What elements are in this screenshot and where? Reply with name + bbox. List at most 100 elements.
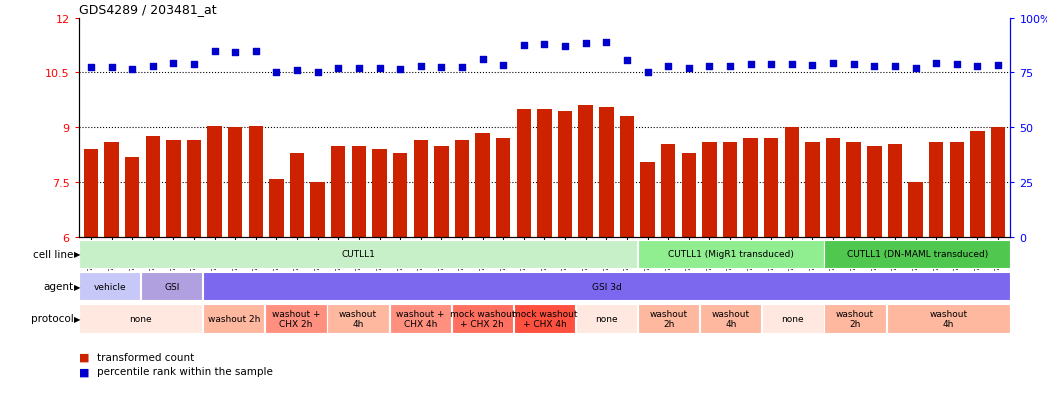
Bar	[824, 240, 1010, 268]
Point	[763, 62, 780, 68]
Text: washout
2h: washout 2h	[836, 309, 874, 328]
Bar	[328, 304, 388, 333]
Bar	[203, 304, 265, 333]
Text: ▶: ▶	[74, 282, 81, 291]
Point	[495, 63, 512, 69]
Point	[309, 69, 326, 76]
Text: vehicle: vehicle	[93, 282, 126, 291]
Text: washout
2h: washout 2h	[649, 309, 688, 328]
Text: none: none	[130, 314, 152, 323]
Point	[433, 65, 450, 71]
Point	[413, 64, 429, 70]
Point	[371, 66, 387, 73]
Point	[515, 43, 532, 49]
Bar	[846, 142, 861, 237]
Bar	[514, 304, 575, 333]
Bar	[516, 110, 531, 237]
Text: ▶: ▶	[74, 314, 81, 323]
Bar	[971, 132, 984, 237]
Point	[742, 62, 759, 69]
Point	[928, 61, 944, 67]
Bar	[599, 108, 614, 237]
Bar	[311, 183, 325, 237]
Bar	[496, 139, 511, 237]
Text: CUTLL1 (DN-MAML transduced): CUTLL1 (DN-MAML transduced)	[847, 250, 987, 259]
Bar	[950, 142, 964, 237]
Bar	[703, 142, 716, 237]
Point	[825, 61, 842, 67]
Text: washout
4h: washout 4h	[712, 309, 750, 328]
Bar	[207, 126, 222, 237]
Text: washout 2h: washout 2h	[207, 314, 260, 323]
Point	[907, 66, 923, 72]
Text: washout +
CHX 2h: washout + CHX 2h	[272, 309, 320, 328]
Bar	[125, 157, 139, 237]
Point	[83, 64, 99, 71]
Point	[660, 64, 676, 70]
Point	[949, 62, 965, 69]
Bar	[682, 154, 696, 237]
Bar	[722, 142, 737, 237]
Text: cell line: cell line	[32, 249, 73, 259]
Text: CUTLL1: CUTLL1	[341, 250, 375, 259]
Point	[701, 64, 718, 70]
Bar	[186, 141, 201, 237]
Text: GSI: GSI	[164, 282, 179, 291]
Bar	[826, 139, 841, 237]
Bar	[373, 150, 386, 237]
Bar	[700, 304, 761, 333]
Text: CUTLL1 (MigR1 transduced): CUTLL1 (MigR1 transduced)	[668, 250, 794, 259]
Bar	[824, 304, 886, 333]
Text: percentile rank within the sample: percentile rank within the sample	[97, 366, 273, 376]
Bar	[451, 304, 513, 333]
Point	[247, 48, 264, 55]
Bar	[867, 146, 882, 237]
Text: ■: ■	[79, 366, 89, 376]
Point	[351, 65, 367, 72]
Point	[577, 41, 594, 47]
Point	[104, 64, 120, 71]
Bar	[638, 240, 824, 268]
Point	[721, 64, 738, 70]
Bar	[784, 128, 799, 237]
Point	[619, 57, 636, 64]
Point	[598, 40, 615, 47]
Bar	[620, 117, 634, 237]
Bar	[888, 145, 903, 237]
Bar	[454, 141, 469, 237]
Bar	[764, 139, 778, 237]
Point	[887, 64, 904, 70]
Bar	[265, 304, 327, 333]
Text: mock washout
+ CHX 2h: mock washout + CHX 2h	[449, 309, 515, 328]
Text: ▶: ▶	[74, 250, 81, 259]
Bar	[331, 146, 346, 237]
Point	[268, 70, 285, 77]
Bar	[79, 240, 638, 268]
Bar	[105, 142, 118, 237]
Bar	[393, 154, 407, 237]
Point	[968, 64, 985, 70]
Bar	[79, 272, 140, 301]
Text: GDS4289 / 203481_at: GDS4289 / 203481_at	[79, 3, 216, 16]
Bar	[79, 304, 202, 333]
Bar	[389, 304, 451, 333]
Bar	[661, 145, 675, 237]
Point	[557, 44, 574, 50]
Point	[866, 64, 883, 70]
Point	[804, 63, 821, 69]
Point	[206, 48, 223, 55]
Point	[681, 65, 697, 72]
Bar	[414, 141, 428, 237]
Point	[639, 69, 655, 76]
Bar	[475, 133, 490, 237]
Bar	[435, 146, 448, 237]
Bar	[84, 150, 98, 237]
Point	[124, 66, 140, 73]
Point	[144, 64, 161, 70]
Point	[227, 50, 244, 57]
Bar	[929, 142, 943, 237]
Bar	[537, 110, 552, 237]
Bar	[990, 128, 1005, 237]
Text: washout +
CHX 4h: washout + CHX 4h	[396, 309, 444, 328]
Bar	[558, 112, 573, 237]
